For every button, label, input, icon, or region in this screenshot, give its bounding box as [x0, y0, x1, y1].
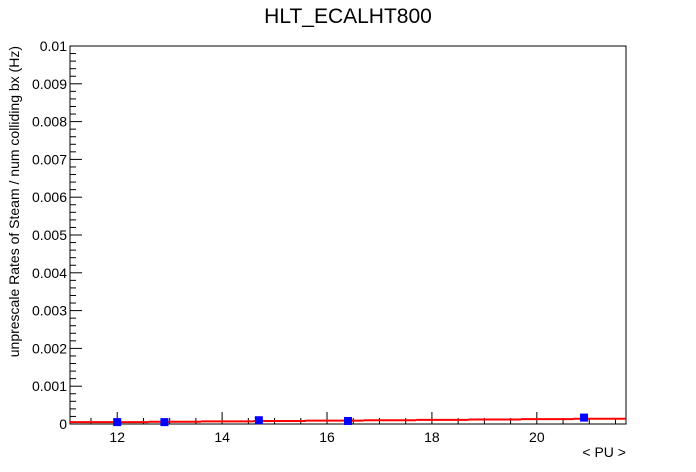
data-point [113, 418, 122, 427]
data-point [580, 413, 589, 422]
x-tick-label: 16 [319, 429, 335, 445]
y-tick-label: 0.005 [32, 227, 67, 243]
x-axis: 12 14 16 18 20 [90, 412, 617, 445]
x-axis-title: < PU > [582, 444, 626, 460]
y-tick-label: 0.007 [32, 151, 67, 167]
y-tick-label: 0.004 [32, 265, 67, 281]
data-point [344, 416, 352, 425]
y-axis-title: unprescale Rates of Steam / num collidin… [6, 46, 22, 357]
y-tick-label: 0.006 [32, 189, 67, 205]
y-tick-label: 0.009 [32, 76, 67, 92]
x-tick-label: 12 [109, 429, 125, 445]
y-tick-label: 0.003 [32, 303, 67, 319]
x-tick-label: 14 [214, 429, 230, 445]
y-tick-label: 0 [59, 416, 67, 432]
data-point [160, 418, 169, 427]
fit-line [70, 417, 626, 424]
y-axis: 0 0.001 0.002 0.003 0.004 0.005 0.006 0.007 0.00… [32, 38, 82, 432]
plot-frame [69, 45, 627, 425]
x-tick-label: 18 [424, 429, 440, 445]
chart-title: HLT_ECALHT800 [264, 5, 432, 28]
y-tick-label: 0.002 [32, 340, 67, 356]
data-point [254, 416, 263, 425]
y-tick-label: 0.001 [32, 378, 67, 394]
data-points [113, 413, 589, 427]
y-tick-label: 0.008 [32, 114, 67, 130]
x-tick-label: 20 [529, 429, 545, 445]
y-tick-label: 0.01 [40, 38, 67, 54]
